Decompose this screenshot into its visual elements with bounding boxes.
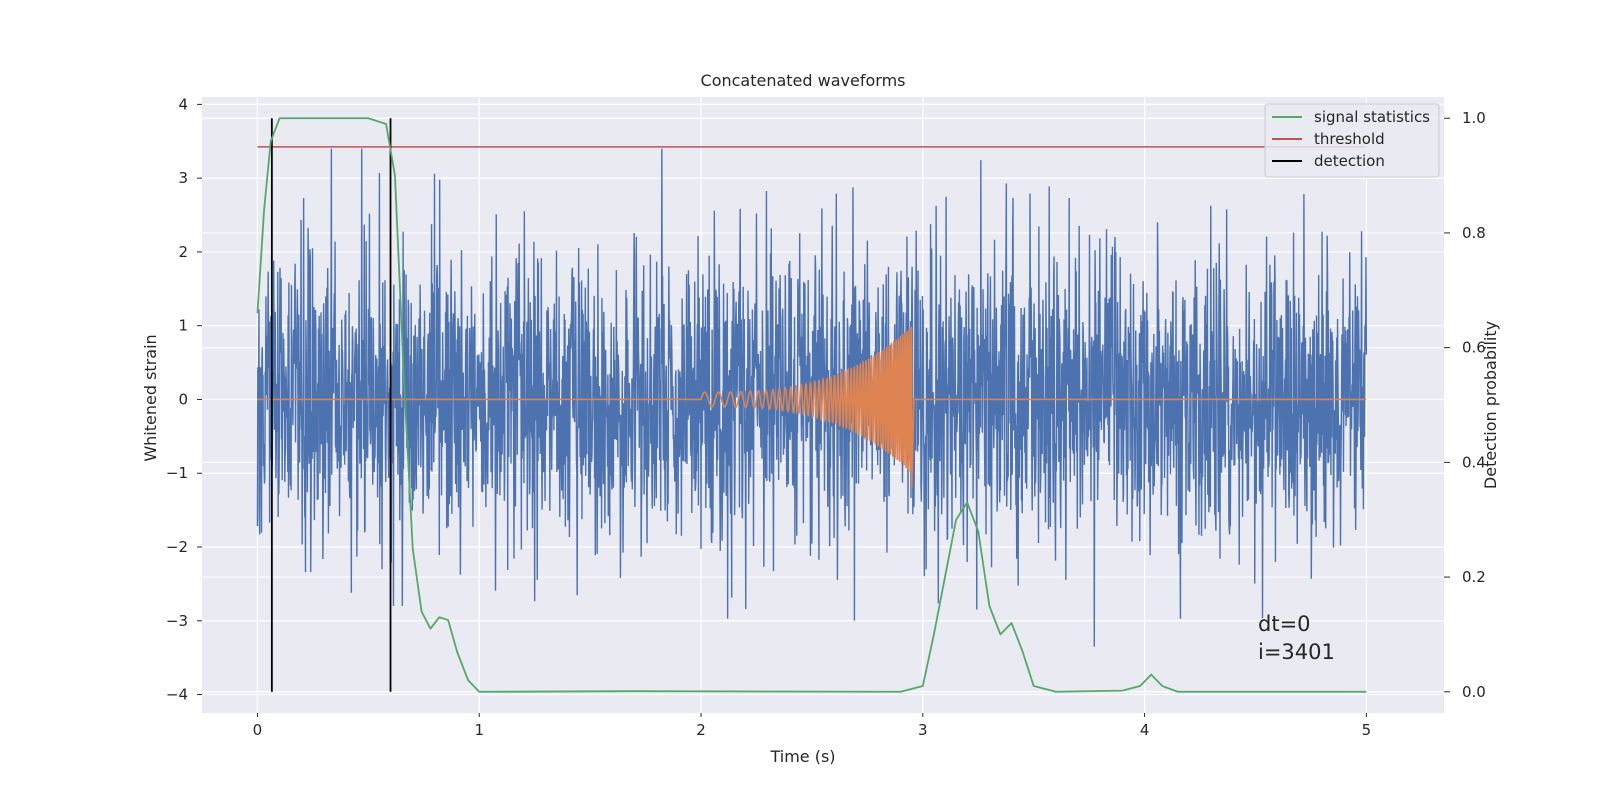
annotation-dt: dt=0 bbox=[1258, 612, 1311, 636]
y-tick-label-right: 1.0 bbox=[1462, 109, 1486, 127]
y-tick-label-left: −4 bbox=[166, 686, 188, 704]
y-tick-label-right: 0.0 bbox=[1462, 683, 1486, 701]
x-axis-label: Time (s) bbox=[769, 747, 835, 766]
x-tick-label: 2 bbox=[696, 721, 706, 739]
legend-label: detection bbox=[1314, 152, 1385, 170]
chart-title: Concatenated waveforms bbox=[701, 71, 906, 90]
y-tick-label-left: 2 bbox=[178, 243, 188, 261]
x-tick-label: 5 bbox=[1362, 721, 1372, 739]
y-tick-label-left: −2 bbox=[166, 538, 188, 556]
x-tick-label: 4 bbox=[1140, 721, 1150, 739]
y-tick-label-right: 0.4 bbox=[1462, 453, 1486, 471]
legend-frame bbox=[1264, 103, 1440, 178]
y-tick-label-left: 1 bbox=[178, 317, 188, 335]
legend: signal statistics threshold detection bbox=[1264, 103, 1440, 178]
signal-statistics-line bbox=[256, 117, 1367, 693]
strain-series-line bbox=[256, 148, 1368, 647]
y-tick-label-left: −1 bbox=[166, 464, 188, 482]
y-tick-label-left: 4 bbox=[178, 95, 188, 113]
x-tick-label: 1 bbox=[474, 721, 484, 739]
plot-area bbox=[202, 97, 1444, 713]
x-tick-label: 3 bbox=[918, 721, 928, 739]
y-tick-label-right: 0.8 bbox=[1462, 224, 1486, 242]
y-tick-label-left: −3 bbox=[166, 612, 188, 630]
y-tick-label-right: 0.2 bbox=[1462, 568, 1486, 586]
y-tick-label-left: 3 bbox=[178, 169, 188, 187]
injected-waveform-line bbox=[257, 326, 1367, 489]
y-tick-label-right: 0.6 bbox=[1462, 339, 1486, 357]
x-tick-label: 0 bbox=[253, 721, 263, 739]
y-axis-label-right: Detection probability bbox=[1481, 321, 1500, 489]
legend-label: signal statistics bbox=[1314, 108, 1430, 126]
y-axis-label-left: Whitened strain bbox=[141, 334, 160, 461]
y-tick-label-left: 0 bbox=[178, 390, 188, 408]
annotation-index: i=3401 bbox=[1258, 640, 1335, 664]
legend-label: threshold bbox=[1314, 130, 1385, 148]
